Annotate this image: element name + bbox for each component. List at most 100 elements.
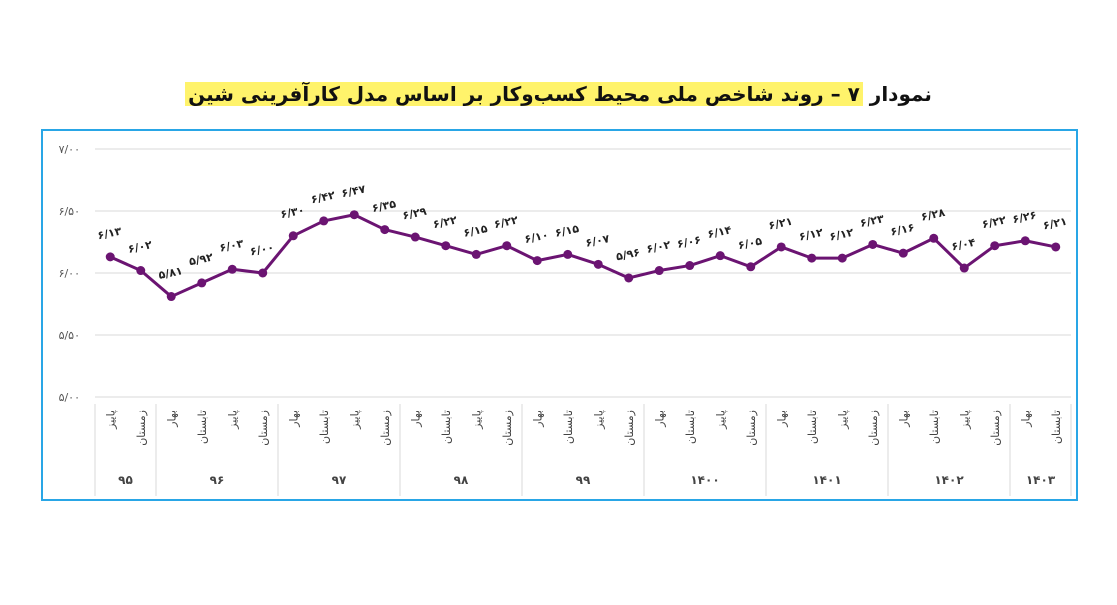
data-label: ۶/۰۵: [737, 234, 764, 252]
data-label: ۶/۳۰: [279, 204, 305, 222]
x-tick-label: بهار: [653, 410, 666, 428]
x-tick-label: بهار: [165, 410, 178, 428]
x-tick-label: زمستان: [257, 410, 270, 446]
x-tick-label: تابستان: [1050, 410, 1063, 444]
data-label: ۶/۱۳: [96, 225, 123, 243]
data-label: ۶/۱۵: [554, 222, 581, 240]
data-label: ۶/۲۶: [1011, 208, 1037, 226]
data-label: ۶/۱۲: [798, 226, 825, 244]
x-tick-label: تابستان: [562, 410, 575, 444]
data-label: ۵/۹۶: [615, 246, 641, 264]
data-label: ۶/۱۰: [523, 228, 549, 246]
x-tick-label: پاییز: [836, 410, 849, 430]
data-label: ۶/۱۵: [462, 222, 489, 240]
data-point: [990, 241, 1000, 251]
data-point: [776, 242, 786, 252]
x-tick-label: بهار: [775, 410, 788, 428]
data-point: [441, 241, 451, 251]
data-label: ۶/۲۲: [981, 213, 1008, 231]
data-point: [197, 278, 207, 288]
chart-title-prefix: نمودار: [862, 82, 932, 106]
data-point: [105, 252, 115, 262]
group-label: ۹۵: [118, 473, 133, 487]
data-point: [136, 266, 146, 276]
data-point: [319, 216, 329, 226]
data-label: ۶/۰۰: [249, 241, 275, 259]
data-label: ۶/۲۳: [859, 212, 886, 230]
group-label: ۹۷: [332, 473, 347, 487]
data-label: ۶/۲۱: [1042, 215, 1068, 233]
data-label: ۶/۲۸: [920, 206, 947, 224]
x-tick-label: تابستان: [928, 410, 941, 444]
group-label: ۱۴۰۲: [934, 473, 964, 487]
data-label: ۶/۰۷: [584, 232, 611, 250]
data-point: [410, 232, 420, 242]
data-point: [624, 273, 634, 283]
group-label: ۱۴۰۰: [690, 473, 719, 487]
chart-title: نمودار ۷ – روند شاخص ملی محیط کسب‌وکار ب…: [185, 82, 932, 106]
series-line: [109, 213, 1057, 299]
data-label: ۶/۰۲: [127, 238, 154, 256]
data-point: [1051, 242, 1061, 252]
data-point: [380, 225, 390, 235]
x-tick-label: پاییز: [348, 410, 361, 430]
data-label: ۵/۹۲: [188, 251, 215, 269]
data-label: ۶/۲۹: [401, 205, 428, 223]
data-label: ۶/۱۴: [706, 223, 733, 241]
x-tick-label: زمستان: [623, 410, 636, 446]
data-point: [1020, 236, 1030, 246]
group-label: ۱۴۰۱: [812, 473, 841, 487]
data-point: [593, 259, 603, 269]
group-label: ۹۶: [210, 473, 225, 487]
data-point: [258, 268, 268, 278]
data-label: ۶/۰۳: [218, 237, 245, 255]
data-point: [929, 233, 939, 243]
data-label: ۶/۰۴: [950, 236, 977, 254]
data-label: ۶/۳۵: [371, 197, 398, 215]
data-point: [654, 266, 664, 276]
data-label: ۶/۲۲: [432, 213, 459, 231]
x-tick-label: تابستان: [440, 410, 453, 444]
y-tick-label: ۵/۵۰: [59, 329, 80, 342]
x-tick-label: پاییز: [714, 410, 727, 430]
data-point: [227, 264, 237, 274]
group-label: ۱۴۰۳: [1026, 473, 1056, 487]
data-point: [715, 251, 725, 261]
data-point: [563, 249, 573, 259]
data-label: ۵/۸۱: [157, 264, 183, 282]
y-tick-label: ۵/۰۰: [59, 391, 80, 404]
x-tick-label: پاییز: [226, 410, 239, 430]
y-tick-label: ۷/۰۰: [59, 143, 80, 156]
x-tick-label: زمستان: [501, 410, 514, 446]
x-tick-label: بهار: [409, 410, 422, 428]
data-point: [349, 210, 359, 220]
chart-title-highlighted: ۷ – روند شاخص ملی محیط کسب‌وکار بر اساس …: [185, 82, 863, 106]
x-tick-label: تابستان: [806, 410, 819, 444]
data-label: ۶/۱۲: [828, 226, 855, 244]
x-tick-label: بهار: [287, 410, 300, 428]
data-label: ۶/۲۱: [767, 215, 793, 233]
y-tick-label: ۶/۵۰: [59, 205, 80, 218]
x-tick-label: تابستان: [684, 410, 697, 444]
data-point: [166, 292, 176, 302]
x-tick-label: تابستان: [196, 410, 209, 444]
x-tick-label: پاییز: [104, 410, 117, 430]
data-point: [959, 263, 969, 273]
chart-frame: [41, 129, 1078, 501]
data-point: [807, 253, 817, 263]
group-label: ۹۸: [454, 473, 469, 487]
data-label: ۶/۱۶: [889, 221, 915, 239]
data-point: [685, 261, 695, 271]
data-label: ۶/۲۲: [493, 213, 520, 231]
chart-title-wrap: نمودار ۷ – روند شاخص ملی محیط کسب‌وکار ب…: [0, 82, 1117, 106]
x-tick-label: زمستان: [745, 410, 758, 446]
data-point: [288, 231, 298, 241]
x-tick-label: زمستان: [989, 410, 1002, 446]
data-point: [502, 241, 512, 251]
data-point: [471, 249, 481, 259]
data-label: ۶/۴۷: [340, 182, 367, 200]
group-label: ۹۹: [576, 473, 591, 487]
x-tick-label: زمستان: [135, 410, 148, 446]
x-tick-label: بهار: [1019, 410, 1032, 428]
